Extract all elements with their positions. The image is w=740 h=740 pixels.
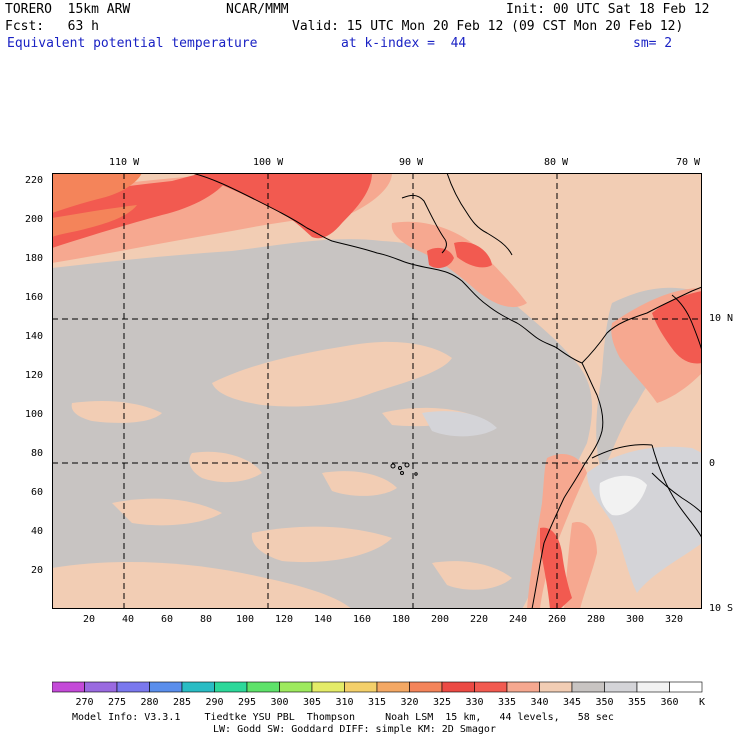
- model-info: Model Info: V3.3.1 Tiedtke YSU PBL Thomp…: [72, 712, 614, 723]
- colorbar-swatch: [84, 681, 118, 693]
- colorbar-level-label: 305: [303, 697, 321, 708]
- colorbar-level-label: 315: [368, 697, 386, 708]
- colorbar-swatches: [52, 681, 703, 693]
- center-label: NCAR/MMM: [226, 2, 289, 17]
- x-tick-label: 260: [548, 614, 567, 625]
- colorbar-swatch: [311, 681, 345, 693]
- field-white-region: [599, 475, 647, 516]
- coastlines: [191, 173, 702, 609]
- x-tick-label: 240: [509, 614, 528, 625]
- y-tick-label: 80: [31, 448, 44, 459]
- colorbar-swatch: [604, 681, 638, 693]
- x-tick-label: 20: [83, 614, 96, 625]
- x-tick-label: 100: [236, 614, 255, 625]
- colorbar-labels: 270 275 280 285 290 295 300 305 310 315 320 325 330 3…: [75, 697, 705, 708]
- smoothing-label: sm= 2: [633, 36, 673, 51]
- colorbar-swatch: [669, 681, 703, 693]
- y-tick-label: 200: [25, 214, 44, 225]
- lat-label-10n: 10 N: [709, 313, 734, 324]
- colorbar-level-label: 360: [660, 697, 678, 708]
- lat-label-0: 0: [709, 458, 716, 469]
- x-tick-label: 280: [587, 614, 606, 625]
- x-tick-label: 320: [665, 614, 684, 625]
- y-tick-label: 140: [25, 331, 44, 342]
- field-name: Equivalent potential temperature: [7, 36, 258, 51]
- colorbar-level-label: 310: [335, 697, 353, 708]
- map-frame: [52, 173, 702, 609]
- colorbar-level-label: 345: [563, 697, 581, 708]
- colorbar-level-label: 270: [75, 697, 93, 708]
- y-tick-label: 20: [31, 565, 44, 576]
- colorbar-swatch: [506, 681, 540, 693]
- x-tick-label: 140: [314, 614, 333, 625]
- y-tick-label: 160: [25, 292, 44, 303]
- colorbar-swatch: [571, 681, 605, 693]
- x-tick-label: 60: [161, 614, 174, 625]
- y-tick-label: 60: [31, 487, 44, 498]
- graticule: [52, 173, 702, 609]
- colorbar-swatch: [246, 681, 280, 693]
- colorbar-swatch: [116, 681, 150, 693]
- colorbar-swatch: [474, 681, 508, 693]
- colorbar: 270 275 280 285 290 295 300 305 310 315 320 325 330 3…: [52, 681, 705, 708]
- colorbar-swatch: [214, 681, 248, 693]
- colorbar-level-label: 330: [465, 697, 483, 708]
- colorbar-level-label: 320: [400, 697, 418, 708]
- colorbar-unit: K: [699, 697, 705, 708]
- y-tick-label: 220: [25, 175, 44, 186]
- colorbar-level-label: 355: [628, 697, 646, 708]
- level-label: at k-index = 44: [341, 36, 467, 51]
- colorbar-swatch: [376, 681, 410, 693]
- x-tick-label: 80: [200, 614, 213, 625]
- init-time: Init: 00 UTC Sat 18 Feb 12: [506, 2, 710, 17]
- x-tick-label: 300: [626, 614, 645, 625]
- y-tick-label: 120: [25, 370, 44, 381]
- colorbar-level-label: 350: [595, 697, 613, 708]
- lon-label-110w: 110 W: [109, 157, 140, 168]
- colorbar-level-label: 275: [108, 697, 126, 708]
- colorbar-level-label: 340: [530, 697, 548, 708]
- colorbar-level-label: 285: [173, 697, 191, 708]
- colorbar-level-label: 295: [238, 697, 256, 708]
- x-tick-label: 220: [470, 614, 489, 625]
- colorbar-swatch: [636, 681, 670, 693]
- colorbar-swatch: [149, 681, 183, 693]
- y-tick-label: 180: [25, 253, 44, 264]
- valid-time: Valid: 15 UTC Mon 20 Feb 12 (09 CST Mon …: [292, 19, 684, 34]
- model-physics: LW: Godd SW: Goddard DIFF: simple KM: 2D…: [213, 724, 496, 735]
- lon-label-80w: 80 W: [544, 157, 569, 168]
- x-tick-label: 40: [122, 614, 135, 625]
- lat-label-10s: 10 S: [709, 603, 734, 614]
- lon-label-90w: 90 W: [399, 157, 424, 168]
- colorbar-level-label: 335: [498, 697, 516, 708]
- colorbar-level-label: 290: [205, 697, 223, 708]
- model-name: TORERO 15km ARW: [5, 2, 131, 17]
- y-tick-label: 40: [31, 526, 44, 537]
- map-panel: [52, 173, 702, 609]
- colorbar-swatch: [52, 681, 85, 693]
- colorbar-swatch: [409, 681, 443, 693]
- forecast-hour: Fcst: 63 h: [5, 19, 99, 34]
- colorbar-level-label: 325: [433, 697, 451, 708]
- x-tick-label: 200: [431, 614, 450, 625]
- colorbar-level-label: 300: [270, 697, 288, 708]
- y-tick-label: 100: [25, 409, 44, 420]
- x-tick-label: 120: [275, 614, 294, 625]
- lon-label-70w: 70 W: [676, 157, 701, 168]
- lon-label-100w: 100 W: [253, 157, 284, 168]
- field-peach-patches: [52, 341, 512, 609]
- x-tick-label: 160: [353, 614, 372, 625]
- x-tick-label: 180: [392, 614, 411, 625]
- colorbar-level-label: 280: [140, 697, 158, 708]
- colorbar-swatch: [539, 681, 573, 693]
- colorbar-swatch: [279, 681, 313, 693]
- colorbar-swatch: [441, 681, 475, 693]
- colorbar-swatch: [181, 681, 215, 693]
- colorbar-swatch: [344, 681, 378, 693]
- field-orange-region: [52, 173, 142, 237]
